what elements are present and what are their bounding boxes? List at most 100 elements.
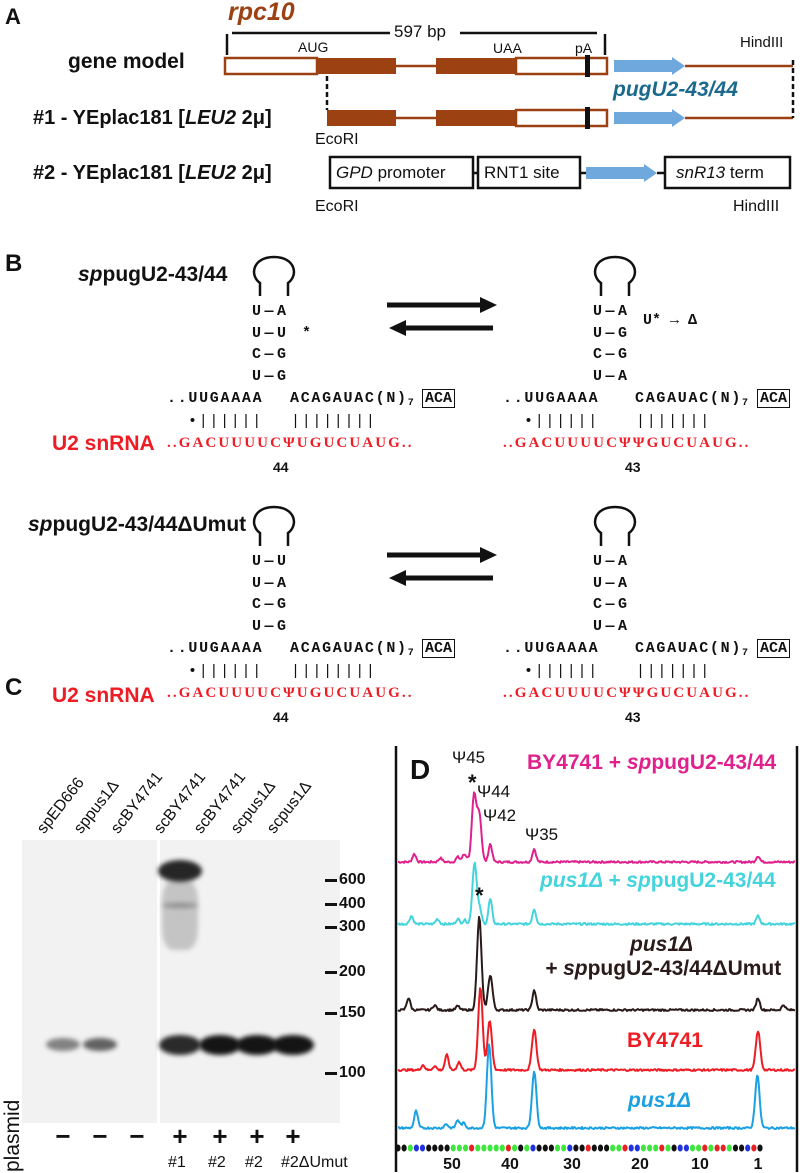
sequence-dot: [450, 1144, 456, 1152]
base-pair: C—G: [593, 346, 631, 364]
base-pair: C—G: [252, 596, 290, 614]
panel-label-d: D: [410, 754, 431, 785]
x-tick-label: 40: [501, 1156, 519, 1173]
guide-sequence: ..UUGAAAA: [503, 391, 599, 406]
sequence-dot: [579, 1144, 585, 1152]
peak-label-psi45: Ψ45: [452, 748, 486, 767]
construct-1-pug-arrow: [614, 109, 685, 127]
trace-label-part: pugU2-43/44ΔUmut: [587, 957, 782, 980]
plasmid-id: #2: [245, 1154, 263, 1171]
sequence-dot: [665, 1144, 671, 1152]
peak-label-psi42: Ψ42: [483, 806, 517, 825]
gpd-rest: promoter: [372, 163, 446, 182]
construct-1-start-mask: [310, 108, 327, 129]
sequence-dot: [401, 1144, 407, 1152]
marker-label: 300: [339, 918, 366, 935]
snr13-term-label: snR13 term: [676, 164, 764, 181]
sequence-dot: [469, 1144, 475, 1152]
hindiii-label-top: HindIII: [740, 34, 784, 51]
panel-label-c: C: [5, 674, 23, 701]
x-tick-label: 10: [691, 1156, 709, 1173]
sequence-dot: [585, 1144, 591, 1152]
guide-sequence-3: ACAGAUAC(N)7: [290, 391, 415, 409]
construct-1-polya-site: [585, 107, 590, 129]
marker-label: 100: [339, 1064, 366, 1081]
pairing-bars-5: •||||||: [524, 663, 599, 680]
guide-seq-subscript: 7: [407, 398, 416, 409]
plasmid-sign: +: [249, 1121, 265, 1151]
marker-label: 150: [339, 1004, 366, 1021]
plasmid-sign: +: [172, 1121, 188, 1151]
pairing-bars-3: ||||||||: [291, 663, 377, 680]
sequence-dot: [511, 1144, 518, 1152]
base-pair: U—A: [593, 553, 631, 570]
uaa-label: UAA: [493, 40, 522, 56]
guide-seq-3: ACAGAUAC(N): [290, 390, 408, 407]
sequence-dot: [573, 1144, 579, 1152]
sequence-dot: [413, 1144, 419, 1152]
sequence-dot: [610, 1144, 616, 1152]
construct-name: sppugU2-43/44ΔUmut: [28, 514, 246, 535]
trace-label: BY4741: [627, 1030, 703, 1051]
u2-sequence: ..GACUUUUCΨUGUCUAUG..: [167, 685, 414, 701]
sequence-dot: [640, 1144, 647, 1152]
sequence-dot: [677, 1144, 683, 1152]
guide-seq-3: CAGAUAC(N): [635, 390, 743, 407]
length-label: 597 bp: [394, 22, 446, 41]
base-pair: C—G: [593, 596, 631, 614]
panel-label-b: B: [5, 250, 23, 277]
gel-band: [83, 1038, 117, 1051]
gpd-promoter-label: GPD promoter: [336, 164, 446, 181]
plasmid-sign: +: [212, 1121, 228, 1151]
sequence-dot: [702, 1144, 708, 1152]
guide-sequence-3: ACAGAUAC(N)7: [290, 641, 415, 659]
trace-label-part: sp: [626, 751, 652, 774]
aca-box: ACA: [422, 389, 456, 408]
ecori-label-2: EcoRI: [315, 198, 359, 215]
sequence-dot: [732, 1144, 739, 1152]
construct-name-rest: pugU2-43/44ΔUmut: [52, 513, 247, 536]
guide-sequence: ..UUGAAAA: [503, 641, 599, 656]
guide-seq-subscript: 7: [407, 648, 416, 659]
u2-sequence: ..GACUUUUCΨΨGUCUAUG..: [503, 435, 751, 451]
sequence-dot: [426, 1144, 432, 1152]
sequence-dot: [567, 1144, 573, 1152]
sequence-dot: [689, 1144, 696, 1152]
x-tick-label: 20: [631, 1156, 649, 1173]
sequence-dot: [536, 1144, 542, 1152]
sequence-dot: [438, 1144, 444, 1152]
sequence-dot: [597, 1144, 604, 1152]
x-tick-label: 50: [443, 1156, 461, 1173]
guide-seq-subscript: 7: [742, 648, 750, 659]
pairing-bars-5: •||||||: [524, 413, 599, 430]
construct-name: sppugU2-43/44: [78, 264, 227, 285]
gel-band: [272, 1035, 314, 1055]
aca-box: ACA: [422, 639, 456, 658]
peak-star-cyan: *: [475, 883, 484, 908]
deletion-note: U* → Δ: [643, 312, 698, 329]
sequence-dot: [659, 1144, 665, 1152]
gene-model-utr5: [223, 56, 319, 76]
trace-label-part: pugU2-43/44: [651, 751, 777, 774]
marker-tick: [325, 903, 337, 906]
gel-band: [236, 1035, 278, 1055]
trace-4: [397, 1043, 796, 1130]
pa-label: pA: [575, 40, 593, 56]
gpd-italic: GPD: [336, 163, 373, 182]
marker-label: 600: [339, 871, 366, 888]
hairpin-loop: [593, 505, 637, 546]
gel-high-band: [158, 860, 202, 882]
aug-label: AUG: [298, 39, 329, 55]
hairpin-loop: [252, 255, 296, 296]
ecori-label-1: EcoRI: [315, 131, 359, 148]
sequence-dot: [493, 1144, 499, 1152]
gene-model-utr3: [514, 56, 609, 76]
guide-sequence-3: CAGAUAC(N)7: [635, 641, 750, 659]
marker-tick: [325, 926, 337, 929]
guide-sequence-3: CAGAUAC(N)7: [635, 391, 750, 409]
base-pair: U—G: [593, 324, 631, 342]
sequence-dot: [708, 1144, 714, 1152]
construct-1-utr3: [514, 108, 609, 128]
sequence-dot: [628, 1144, 634, 1152]
trace-label: pus1Δ: [630, 934, 693, 955]
